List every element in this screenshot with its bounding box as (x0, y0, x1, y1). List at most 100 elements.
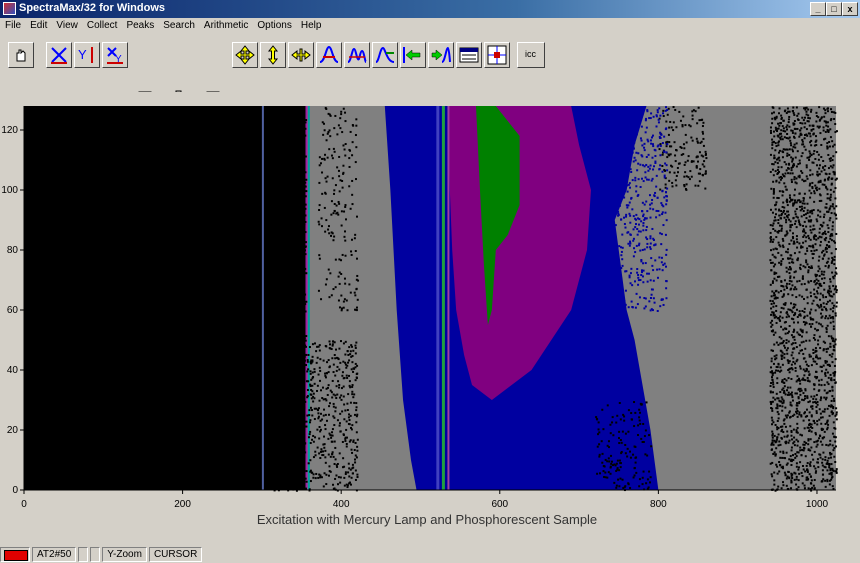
noise-speckle (785, 285, 788, 288)
noise-speckle (272, 472, 275, 475)
pan-all-button[interactable] (232, 42, 258, 68)
noise-speckle (327, 474, 330, 477)
noise-speckle (770, 249, 773, 252)
noise-speckle (771, 163, 774, 166)
noise-speckle (821, 232, 824, 235)
noise-speckle (284, 159, 287, 162)
pan-vertical-button[interactable] (260, 42, 286, 68)
noise-speckle (629, 221, 632, 224)
pan-horizontal-button[interactable] (288, 42, 314, 68)
noise-speckle (778, 132, 781, 135)
noise-speckle (610, 225, 613, 228)
noise-speckle (787, 118, 790, 121)
noise-speckle (285, 283, 288, 286)
noise-speckle (314, 342, 317, 345)
noise-speckle (310, 378, 313, 381)
noise-speckle (294, 197, 297, 200)
noise-speckle (817, 466, 820, 469)
noise-speckle (285, 378, 288, 381)
noise-speckle (351, 154, 354, 157)
noise-speckle (612, 288, 615, 291)
noise-speckle (285, 149, 288, 152)
noise-speckle (806, 395, 809, 398)
noise-speckle (620, 250, 623, 253)
noise-speckle (330, 213, 333, 216)
menu-edit[interactable]: Edit (30, 20, 48, 31)
noise-speckle (622, 113, 625, 116)
noise-speckle (337, 476, 340, 479)
peak-left-button[interactable] (372, 42, 398, 68)
arrow-left-button[interactable] (400, 42, 426, 68)
xy-zoom-button[interactable]: Y (102, 42, 128, 68)
noise-speckle (303, 359, 306, 362)
maximize-button[interactable]: □ (826, 2, 842, 16)
grid-button[interactable] (484, 42, 510, 68)
noise-speckle (327, 131, 330, 134)
noise-speckle (662, 224, 665, 227)
noise-speckle (788, 242, 791, 245)
heatmap-panel[interactable]: 0 200 400 600 800 1000 0 20 40 60 80 100 120 Excitat… (0, 92, 860, 545)
noise-speckle (297, 438, 300, 441)
noise-speckle (336, 419, 339, 422)
noise-speckle (772, 294, 775, 297)
noise-speckle (771, 300, 774, 303)
peak-pair-button[interactable] (344, 42, 370, 68)
noise-speckle (633, 474, 636, 477)
menu-view[interactable]: View (56, 20, 78, 31)
table-button[interactable] (456, 42, 482, 68)
menu-search[interactable]: Search (163, 20, 195, 31)
noise-speckle (303, 157, 306, 160)
noise-speckle (796, 258, 799, 261)
noise-speckle (777, 485, 780, 488)
noise-speckle (808, 422, 811, 425)
icc-button[interactable]: icc (517, 42, 545, 68)
noise-speckle (631, 284, 634, 287)
menu-options[interactable]: Options (257, 20, 292, 31)
noise-speckle (277, 479, 280, 482)
y-zoom-button[interactable]: Y (74, 42, 100, 68)
noise-speckle (805, 369, 808, 372)
noise-speckle (279, 403, 282, 406)
noise-speckle (811, 209, 814, 212)
noise-speckle (285, 481, 288, 484)
noise-speckle (324, 449, 327, 452)
noise-speckle (637, 110, 640, 113)
noise-speckle (814, 187, 817, 190)
noise-speckle (274, 169, 277, 172)
x-zoom-button[interactable] (46, 42, 72, 68)
menu-file[interactable]: File (5, 20, 22, 31)
menu-arithmetic[interactable]: Arithmetic (203, 20, 249, 31)
noise-speckle (798, 310, 801, 313)
menu-help[interactable]: Help (300, 20, 322, 31)
noise-speckle (804, 388, 807, 391)
noise-speckle (780, 358, 783, 361)
noise-speckle (614, 157, 617, 160)
menu-collect[interactable]: Collect (86, 20, 118, 31)
noise-speckle (815, 120, 818, 123)
noise-speckle (775, 115, 778, 118)
hand-tool-button[interactable] (8, 42, 34, 68)
minimize-button[interactable]: _ (810, 2, 826, 16)
arrow-right-peak-button[interactable] (428, 42, 454, 68)
peak-button[interactable] (316, 42, 342, 68)
noise-speckle (834, 314, 837, 317)
noise-speckle (641, 476, 644, 479)
noise-speckle (276, 235, 279, 238)
noise-speckle (769, 153, 772, 156)
noise-speckle (813, 279, 816, 282)
noise-speckle (289, 164, 292, 167)
noise-speckle (827, 240, 830, 243)
noise-speckle (834, 414, 837, 417)
menu-peaks[interactable]: Peaks (126, 20, 155, 31)
noise-speckle (812, 246, 815, 249)
noise-speckle (632, 215, 635, 218)
close-button[interactable]: x (842, 2, 858, 16)
noise-speckle (701, 174, 704, 177)
noise-speckle (285, 321, 288, 324)
noise-speckle (651, 177, 654, 180)
noise-speckle (778, 275, 781, 278)
noise-speckle (608, 216, 611, 219)
noise-speckle (643, 307, 646, 310)
noise-speckle (645, 126, 648, 129)
